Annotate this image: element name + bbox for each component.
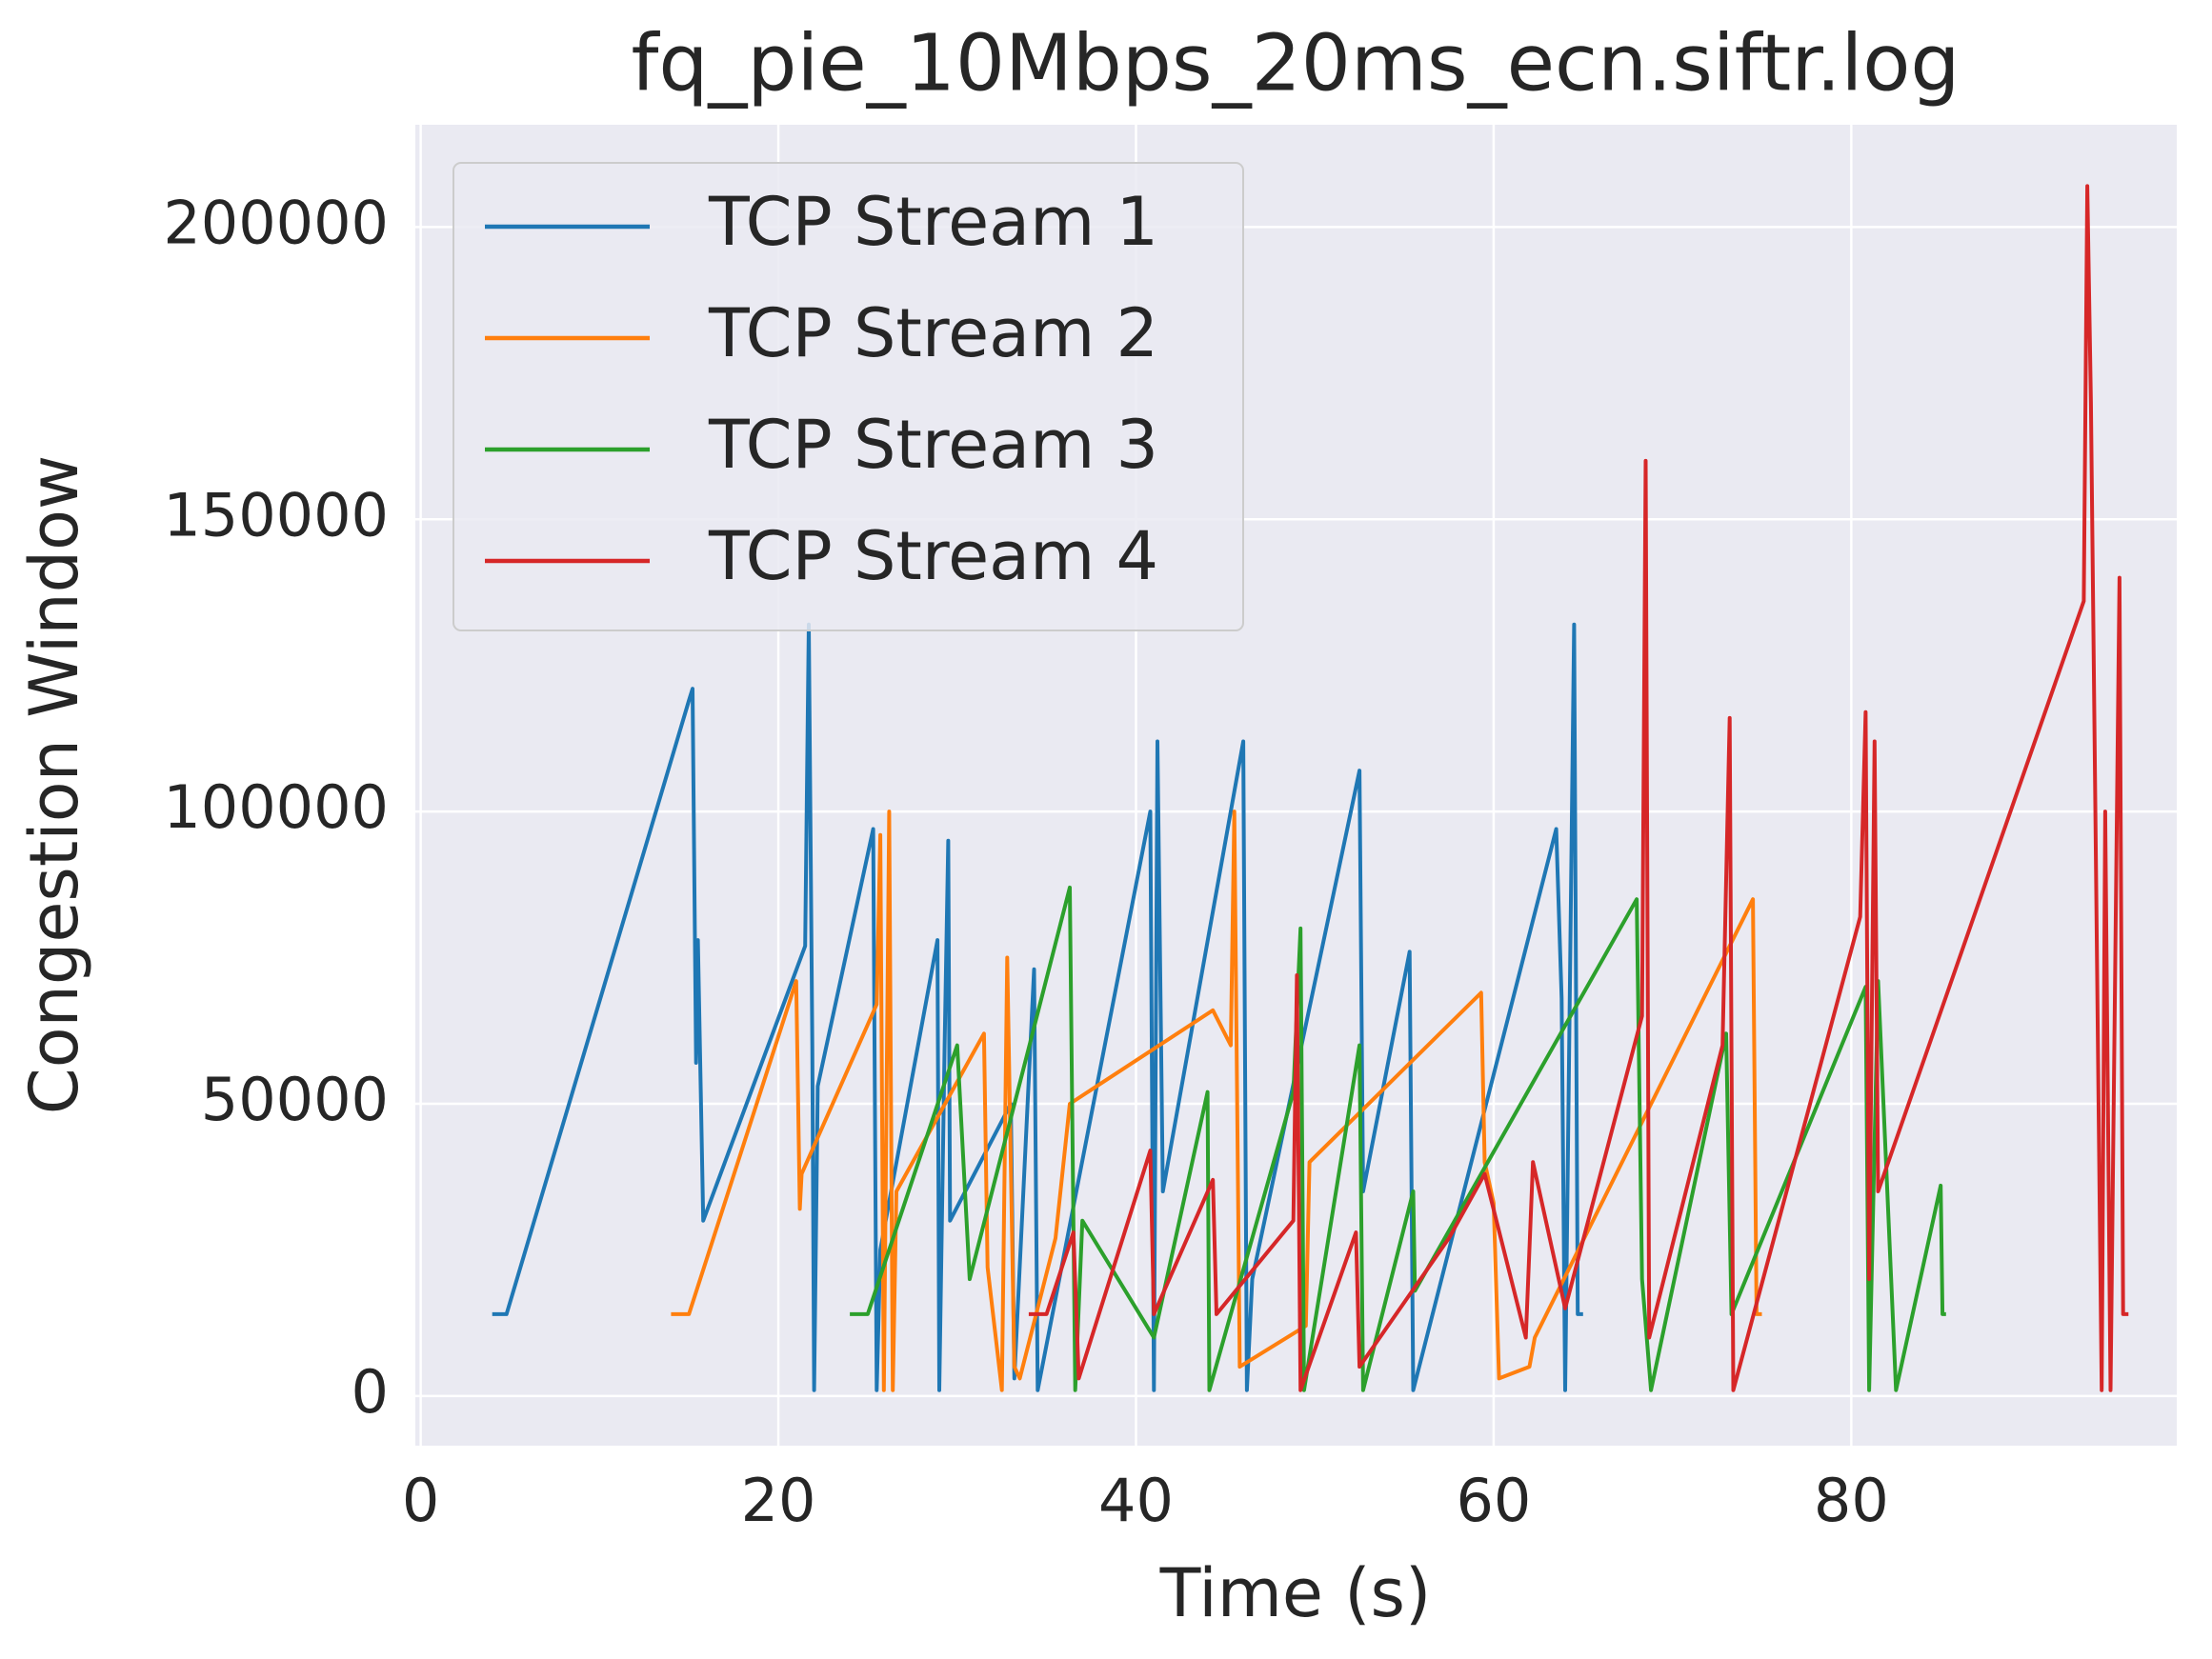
x-tick-label: 80 bbox=[1814, 1466, 1889, 1535]
legend-label: TCP Stream 3 bbox=[708, 406, 1158, 484]
x-tick-label: 40 bbox=[1098, 1466, 1174, 1535]
y-tick-label: 0 bbox=[352, 1357, 389, 1427]
x-tick-label: 0 bbox=[402, 1466, 439, 1535]
x-axis-label: Time (s) bbox=[1159, 1554, 1432, 1632]
y-tick-label: 150000 bbox=[163, 480, 389, 550]
y-tick-label: 100000 bbox=[163, 772, 389, 842]
series-line bbox=[671, 810, 1762, 1392]
legend-label: TCP Stream 1 bbox=[708, 183, 1158, 261]
chart-title: fq_pie_10Mbps_20ms_ecn.siftr.log bbox=[632, 18, 1961, 109]
series-line bbox=[1028, 184, 2129, 1392]
legend-label: TCP Stream 4 bbox=[708, 517, 1158, 595]
series-line bbox=[850, 885, 1946, 1392]
x-tick-label: 60 bbox=[1456, 1466, 1531, 1535]
y-tick-label: 50000 bbox=[201, 1065, 389, 1134]
y-axis-label: Congestion Window bbox=[15, 455, 93, 1114]
legend: TCP Stream 1 TCP Stream 2 TCP Stream 3 TCP … bbox=[452, 162, 1244, 631]
x-tick-label: 20 bbox=[741, 1466, 816, 1535]
legend-box bbox=[452, 162, 1244, 631]
lines bbox=[492, 184, 2129, 1392]
y-tick-label: 200000 bbox=[163, 188, 389, 257]
legend-label: TCP Stream 2 bbox=[708, 294, 1158, 372]
